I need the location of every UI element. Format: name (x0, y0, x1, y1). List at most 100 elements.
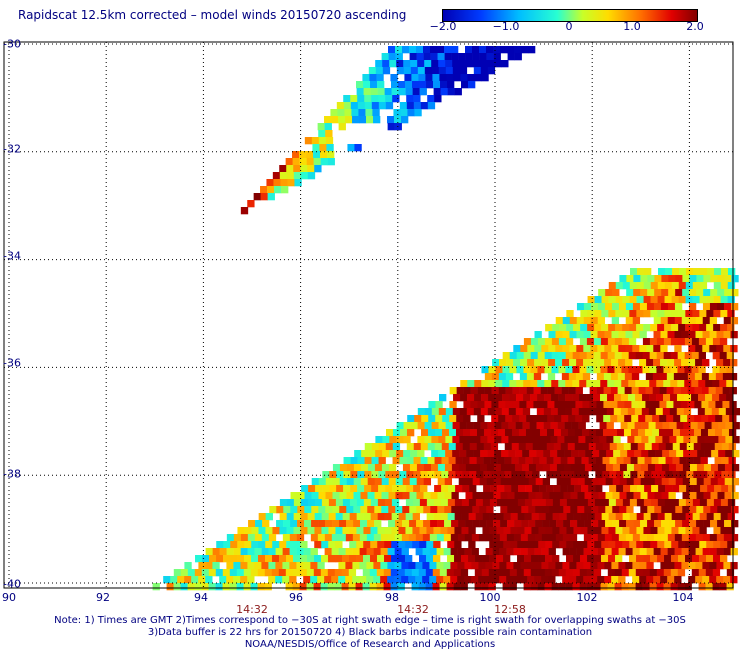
wind-cell (557, 408, 566, 416)
wind-cell (506, 534, 515, 542)
wind-cell (500, 464, 509, 472)
wind-cell (324, 123, 332, 131)
wind-cell (559, 499, 568, 507)
wind-cell (553, 443, 562, 451)
wind-cell (433, 513, 441, 521)
wind-cell (515, 422, 523, 430)
wind-cell (388, 492, 396, 500)
wind-cell (548, 359, 556, 367)
wind-cell (621, 338, 630, 346)
wind-cell (672, 268, 680, 276)
wind-cell (409, 53, 417, 61)
wind-cell (694, 373, 703, 381)
wind-cell (285, 158, 293, 166)
wind-cell (645, 373, 654, 381)
wind-cell (703, 478, 712, 486)
wind-cell (712, 366, 720, 374)
wind-cell (555, 331, 563, 339)
wind-cell (614, 352, 622, 360)
wind-cell (560, 485, 568, 493)
wind-cell (596, 387, 604, 395)
wind-cell (580, 499, 589, 507)
wind-cell (511, 485, 519, 493)
wind-cell (414, 415, 422, 423)
wind-cell (195, 555, 203, 563)
wind-cell (511, 457, 519, 465)
wind-cell (668, 464, 677, 472)
wind-cell (722, 387, 730, 395)
wind-cell (505, 415, 513, 423)
wind-cell (342, 499, 351, 507)
wind-cell (476, 471, 484, 479)
wind-cell (642, 380, 650, 388)
wind-cell (723, 548, 731, 556)
wind-cell (657, 310, 665, 318)
wind-cell (377, 88, 385, 96)
wind-cell (646, 576, 654, 584)
wind-cell (353, 478, 362, 486)
wind-cell (382, 60, 390, 68)
wind-cell (483, 429, 492, 437)
wind-cell (562, 576, 570, 584)
wind-cell (688, 303, 697, 311)
wind-cell (650, 296, 658, 304)
wind-cell (430, 53, 438, 61)
wind-cell (674, 303, 683, 311)
wind-cell (516, 366, 524, 374)
wind-cell (485, 534, 494, 542)
wind-cell (552, 499, 561, 507)
wind-cell (487, 60, 495, 68)
wind-cell (267, 186, 275, 194)
wind-cell (586, 380, 594, 388)
wind-cell (646, 562, 654, 570)
wind-cell (410, 422, 418, 430)
wind-cell (713, 513, 721, 521)
wind-cell (468, 527, 476, 535)
wind-cell (590, 562, 598, 570)
wind-cell (491, 401, 499, 409)
wind-cell (290, 520, 298, 528)
wind-cell (549, 506, 557, 514)
wind-cell (546, 457, 554, 465)
footnotes: Note: 1) Times are GMT 2)Times correspon… (0, 615, 740, 651)
wind-cell (651, 429, 660, 437)
wind-cell (180, 569, 189, 577)
wind-cell (375, 60, 383, 68)
wind-cell (212, 548, 220, 556)
wind-cell (620, 422, 628, 430)
wind-cell (394, 562, 402, 570)
wind-cell (712, 394, 720, 402)
wind-cell (559, 541, 567, 549)
wind-cell (595, 471, 603, 479)
wind-cell (603, 415, 611, 423)
wind-cell (730, 562, 738, 570)
wind-cell (412, 513, 420, 521)
wind-cell (561, 401, 569, 409)
wind-cell (665, 268, 673, 276)
wind-cell (661, 289, 669, 297)
wind-cell (471, 548, 479, 556)
wind-cell (633, 520, 641, 528)
wind-cell (524, 499, 533, 507)
wind-cell (468, 555, 476, 563)
wind-cell (403, 422, 411, 430)
wind-cell (706, 513, 714, 521)
wind-cell (649, 569, 658, 577)
wind-cell (332, 478, 341, 486)
wind-cell (583, 317, 592, 325)
wind-cell (597, 345, 605, 353)
wind-cell (703, 275, 711, 283)
wind-cell (599, 408, 608, 416)
wind-cell (440, 81, 448, 89)
wind-cell (369, 569, 378, 577)
wind-cell (691, 569, 700, 577)
wind-cell (723, 303, 732, 311)
wind-cell (490, 471, 498, 479)
swath-time-label: 14:32 (236, 603, 268, 616)
wind-cell (685, 296, 693, 304)
wind-cell (650, 527, 658, 535)
wind-cell (385, 429, 394, 437)
wind-cell (710, 492, 718, 500)
wind-cell (361, 450, 369, 458)
wind-cell (264, 583, 272, 591)
